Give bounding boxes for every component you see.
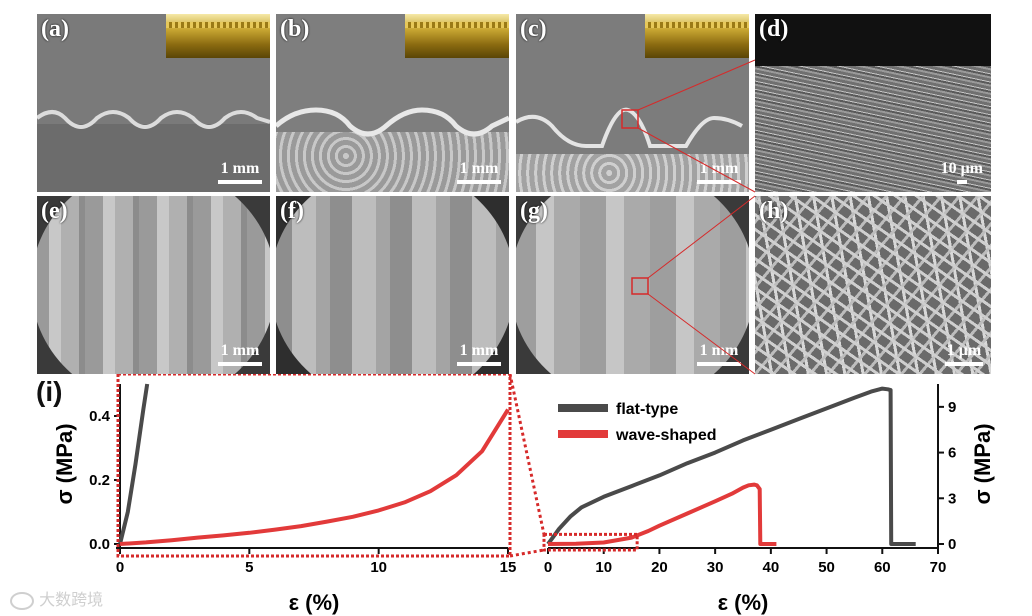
panel-g: (g) 1 mm xyxy=(516,196,749,374)
panel-label: (b) xyxy=(280,16,310,42)
left-x-tick-label: 10 xyxy=(370,559,387,576)
wave-profile xyxy=(516,107,743,148)
panel-d: (d) 10 μm xyxy=(755,14,991,192)
left-y-tick-label: 0.0 xyxy=(89,536,110,553)
panel-label: (a) xyxy=(41,16,69,42)
gold-mold-inset xyxy=(645,14,749,58)
right-y-tick-label: 6 xyxy=(948,445,956,462)
right-x-tick-label: 60 xyxy=(874,559,891,576)
watermark: 大数跨境 xyxy=(10,586,103,610)
scale-bar: 10 μm xyxy=(941,160,983,184)
panel-label: (h) xyxy=(759,198,789,224)
scale-bar: 1 mm xyxy=(218,160,262,184)
panel-c: (c) 1 mm xyxy=(516,14,749,192)
right-x-tick-label: 30 xyxy=(707,559,724,576)
series-line-flat-type xyxy=(546,386,916,546)
gold-mold-inset xyxy=(405,14,509,58)
left-y-tick-label: 0.4 xyxy=(89,408,111,425)
stress-strain-chart: 0 5 10 15 0.0 0.2 0.4 0 10 20 30 40 50 60 70 0 3 6 9 ε (%) ε… xyxy=(0,374,1032,616)
right-y-tick-label: 9 xyxy=(948,399,956,416)
membrane-disc xyxy=(276,196,509,374)
left-y-tick-label: 0.2 xyxy=(89,472,110,489)
right-y-tick-label: 3 xyxy=(948,490,956,507)
scale-bar: 1 μm xyxy=(945,342,983,366)
right-y-axis-label: σ (MPa) xyxy=(970,423,995,504)
membrane-disc xyxy=(37,196,270,374)
right-y-tick-label: 0 xyxy=(948,536,956,553)
right-x-tick-label: 40 xyxy=(763,559,780,576)
right-x-tick-label: 0 xyxy=(544,559,552,576)
panel-label-i: (i) xyxy=(36,376,63,407)
panel-label: (f) xyxy=(280,198,304,224)
panel-e: (e) 1 mm xyxy=(37,196,270,374)
left-x-axis-label: ε (%) xyxy=(289,590,340,615)
watermark-logo-icon xyxy=(10,591,34,610)
watermark-text: 大数跨境 xyxy=(39,590,104,609)
left-x-tick-label: 15 xyxy=(500,559,517,576)
scale-label: 1 μm xyxy=(946,342,982,359)
scale-label: 1 mm xyxy=(699,160,739,177)
scale-label: 1 mm xyxy=(220,342,260,359)
left-y-axis-label: σ (MPa) xyxy=(52,423,77,504)
zoom-connector-bottom xyxy=(509,548,545,558)
scale-label: 1 mm xyxy=(699,342,739,359)
left-x-tick-label: 5 xyxy=(245,559,253,576)
panel-label: (d) xyxy=(759,16,789,42)
fiber-cross-section xyxy=(755,66,991,192)
zoom-region-box xyxy=(116,374,512,558)
zoom-marker xyxy=(631,277,649,295)
wave-profile xyxy=(37,110,270,129)
series-line-flat xyxy=(118,383,150,545)
zoom-source-box xyxy=(542,532,639,552)
zoom-connector-top xyxy=(508,374,546,535)
scale-label: 10 μm xyxy=(940,160,983,177)
scale-bar: 1 mm xyxy=(697,342,741,366)
gold-mold-inset xyxy=(166,14,270,58)
right-x-axis-label: ε (%) xyxy=(718,590,769,615)
series-line-wave xyxy=(119,408,510,546)
panel-f: (f) 1 mm xyxy=(276,196,509,374)
panel-b: (b) 1 mm xyxy=(276,14,509,192)
left-x-tick-label: 0 xyxy=(116,559,124,576)
right-x-tick-label: 70 xyxy=(930,559,947,576)
scale-label: 1 mm xyxy=(459,160,499,177)
panel-label: (e) xyxy=(41,198,68,224)
scale-label: 1 mm xyxy=(220,160,260,177)
series-line-wave-shaped xyxy=(547,482,777,546)
scale-bar: 1 mm xyxy=(218,342,262,366)
right-x-tick-label: 50 xyxy=(818,559,835,576)
right-x-tick-label: 10 xyxy=(595,559,612,576)
scale-bar: 1 mm xyxy=(457,160,501,184)
legend-label: flat-type xyxy=(616,401,678,418)
panel-h: (h) 1 μm xyxy=(755,196,991,374)
nanofiber-network xyxy=(755,196,991,374)
right-x-tick-label: 20 xyxy=(651,559,668,576)
legend-label: wave-shaped xyxy=(615,427,716,444)
scale-bar: 1 mm xyxy=(697,160,741,184)
scale-label: 1 mm xyxy=(459,342,499,359)
scale-bar: 1 mm xyxy=(457,342,501,366)
wave-profile xyxy=(276,107,509,137)
panel-a: (a) 1 mm xyxy=(37,14,270,192)
panel-label: (g) xyxy=(520,198,548,224)
panel-label: (c) xyxy=(520,16,547,42)
